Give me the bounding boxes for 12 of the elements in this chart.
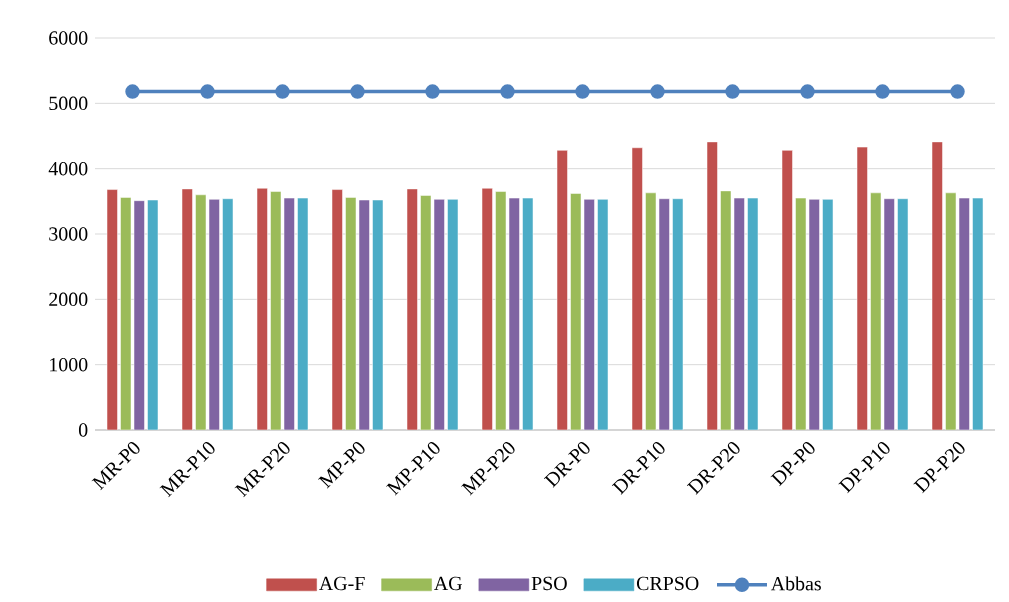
legend-label: Abbas: [770, 576, 821, 591]
legend-label: AG: [434, 576, 462, 591]
y-tick-label: 6000: [49, 31, 88, 45]
y-tick-label: 3000: [49, 227, 88, 241]
y-tick-label: 1000: [50, 357, 88, 372]
y-tick-label: 5000: [49, 96, 88, 111]
y-tick-label: 2000: [49, 292, 88, 307]
y-tick-label: 4000: [48, 161, 88, 176]
y-tick-label: 0: [78, 423, 88, 437]
legend-label: PSO: [531, 576, 567, 591]
legend-label: AG-F: [319, 576, 365, 591]
legend-label: CRPSO: [636, 576, 699, 591]
